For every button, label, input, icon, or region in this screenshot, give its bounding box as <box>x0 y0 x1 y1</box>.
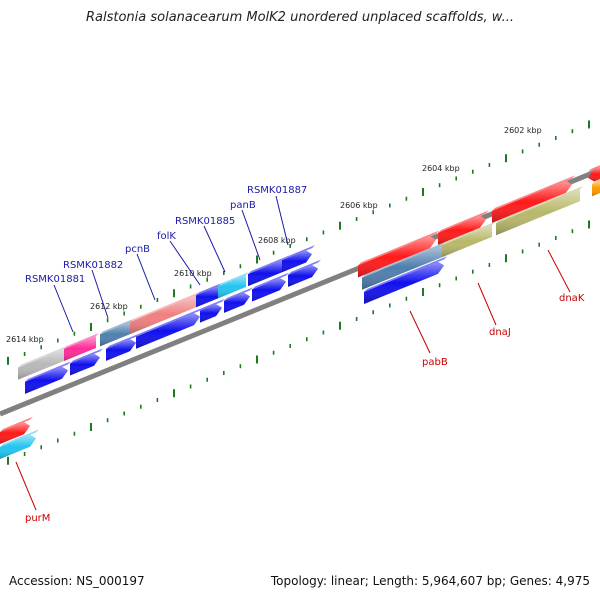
gene-block-panB[interactable] <box>248 257 285 287</box>
tick-label-2602: 2602 kbp <box>504 126 542 135</box>
gene-label-RSMK01882[interactable]: RSMK01882 <box>63 260 123 271</box>
gene-block-RSMK01885[interactable] <box>218 271 249 299</box>
gene-block-orange[interactable] <box>592 178 600 197</box>
gene-block-RSMK01887[interactable] <box>282 245 315 273</box>
gene-block-red-4[interactable] <box>588 164 600 182</box>
gene-label-RSMK01881[interactable]: RSMK01881 <box>25 274 85 285</box>
tick-label-2612: 2612 kbp <box>90 302 128 311</box>
tick-label-2606: 2606 kbp <box>340 201 378 210</box>
gene-arrow-1[interactable] <box>25 361 71 394</box>
gene-label-purM[interactable]: purM <box>25 513 50 524</box>
gene-label-RSMK01887[interactable]: RSMK01887 <box>247 185 307 196</box>
tick-marks <box>7 120 590 465</box>
gene-block-folK[interactable] <box>196 283 221 308</box>
gene-label-folK[interactable]: folK <box>157 231 176 242</box>
tick-label-2614: 2614 kbp <box>6 335 44 344</box>
gene-label-RSMK01885[interactable]: RSMK01885 <box>175 216 235 227</box>
gene-label-pabB[interactable]: pabB <box>422 357 448 368</box>
gene-block-red-1[interactable] <box>358 230 439 278</box>
gene-label-panB[interactable]: panB <box>230 200 256 211</box>
gene-block-purM[interactable] <box>0 429 39 459</box>
gene-arrow-8[interactable] <box>288 259 321 287</box>
gene-block-red-3[interactable] <box>492 175 575 223</box>
gene-arrow-2[interactable] <box>70 348 103 376</box>
gene-block-red-2[interactable] <box>438 210 489 245</box>
gene-block-red-left[interactable] <box>0 416 33 444</box>
gene-arrow-4[interactable] <box>136 307 203 349</box>
gene-arrow-3[interactable] <box>106 333 139 361</box>
gene-features[interactable] <box>0 164 600 459</box>
tick-label-2608: 2608 kbp <box>258 236 296 245</box>
gene-label-pcnB[interactable]: pcnB <box>125 244 150 255</box>
gene-block-RSMK01882[interactable] <box>100 319 133 347</box>
gene-arrow-7[interactable] <box>252 272 289 302</box>
map-title: Ralstonia solanacearum MolK2 unordered u… <box>85 10 514 25</box>
gene-block-dnaJ[interactable] <box>442 221 495 258</box>
tick-labels: 2614 kbp 2612 kbp 2610 kbp 2608 kbp 2606… <box>6 126 542 344</box>
tick-label-2610: 2610 kbp <box>174 269 212 278</box>
gene-block-pcnB[interactable] <box>130 292 199 335</box>
gene-block-RSMK01881[interactable] <box>64 332 99 361</box>
gene-block-RSMK01881-gray[interactable] <box>18 345 67 380</box>
gene-block-pabB[interactable] <box>362 242 445 290</box>
genome-summary: Topology: linear; Length: 5,964,607 bp; … <box>270 574 590 588</box>
accession-label: Accession: NS_000197 <box>9 574 145 588</box>
gene-label-dnaK[interactable]: dnaK <box>559 293 585 304</box>
gene-arrow-pabB[interactable] <box>364 256 447 304</box>
gene-arrow-6[interactable] <box>224 287 253 313</box>
gene-arrow-5[interactable] <box>200 298 225 323</box>
gene-label-dnaJ[interactable]: dnaJ <box>489 327 511 338</box>
gene-block-dnaK[interactable] <box>496 186 583 236</box>
tick-label-2604: 2604 kbp <box>422 164 460 173</box>
